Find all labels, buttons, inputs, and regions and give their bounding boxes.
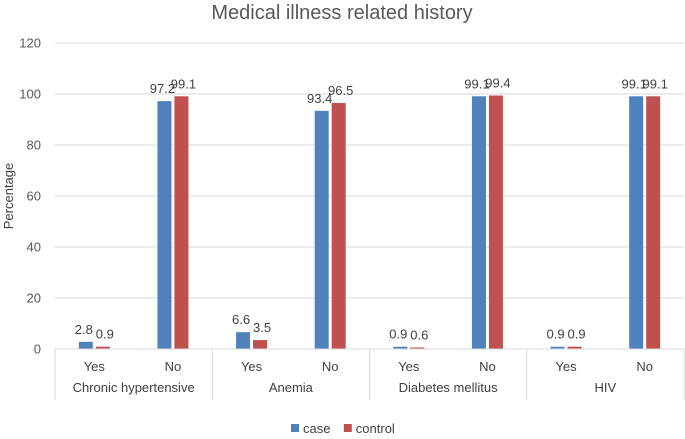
x-category-label: No <box>636 359 653 374</box>
bar-case <box>471 96 486 349</box>
bar-control <box>174 96 189 349</box>
data-label: 6.6 <box>232 312 250 327</box>
data-label: 99.1 <box>622 76 647 91</box>
bar-control <box>567 346 582 349</box>
bar-case <box>550 346 565 349</box>
x-category-label: Yes <box>398 359 420 374</box>
chart-title: Medical illness related history <box>211 2 472 24</box>
x-group-label: Diabetes mellitus <box>399 380 498 395</box>
y-tick-label: 80 <box>27 138 41 153</box>
y-axis-title: Percentage <box>1 163 16 230</box>
bar-control <box>488 95 503 349</box>
bar-case <box>236 332 251 349</box>
bars <box>78 95 661 349</box>
bar-control <box>253 340 268 349</box>
x-category-label: Yes <box>555 359 577 374</box>
bar-control <box>95 346 110 349</box>
x-category-label: No <box>165 359 182 374</box>
x-group-label: Chronic hypertensive <box>73 380 195 395</box>
data-label: 97.2 <box>150 81 175 96</box>
legend-label-control: control <box>356 421 395 436</box>
y-tick-label: 100 <box>19 87 41 102</box>
y-tick-label: 40 <box>27 240 41 255</box>
x-category-label: No <box>479 359 496 374</box>
data-label: 96.5 <box>328 83 353 98</box>
data-label: 3.5 <box>253 320 271 335</box>
data-label: 99.1 <box>464 76 489 91</box>
y-tick-label: 0 <box>34 342 41 357</box>
data-label: 99.4 <box>485 76 510 91</box>
bar-control <box>331 102 346 349</box>
x-category-label: No <box>322 359 339 374</box>
x-category-label: Yes <box>84 359 106 374</box>
data-label: 0.9 <box>389 327 407 342</box>
bar-case <box>629 96 644 349</box>
data-label: 93.4 <box>307 91 332 106</box>
bar-case <box>157 101 172 349</box>
y-tick-label: 120 <box>19 36 41 51</box>
bar-case <box>393 346 408 349</box>
x-category-label: Yes <box>241 359 263 374</box>
y-tick-label: 60 <box>27 189 41 204</box>
bar-control <box>410 347 425 349</box>
data-label: 2.8 <box>75 322 93 337</box>
data-label: 0.6 <box>410 327 428 342</box>
legend-swatch-case <box>291 424 299 432</box>
data-labels: 2.8 97.2 6.6 93.4 0.9 99.1 0.9 99.1 0.9 99.1 3.5 96… <box>75 76 668 343</box>
legend-label-case: case <box>303 421 330 436</box>
legend: case control <box>291 421 395 436</box>
y-axis: 0 20 40 60 80 100 120 <box>19 36 41 357</box>
x-axis: Yes No Yes No Yes No Yes No Chronic hypertensive… <box>54 348 685 400</box>
y-tick-label: 20 <box>27 291 41 306</box>
data-label: 0.9 <box>547 327 565 342</box>
bar-case <box>78 341 93 349</box>
x-group-label: Anemia <box>269 380 314 395</box>
data-label: 0.9 <box>568 327 586 342</box>
bar-control <box>646 96 661 349</box>
x-group-label: HIV <box>595 380 617 395</box>
bar-case <box>314 110 329 349</box>
data-label: 99.1 <box>171 76 196 91</box>
data-label: 99.1 <box>643 76 668 91</box>
legend-swatch-control <box>343 424 352 432</box>
data-label: 0.9 <box>96 327 114 342</box>
